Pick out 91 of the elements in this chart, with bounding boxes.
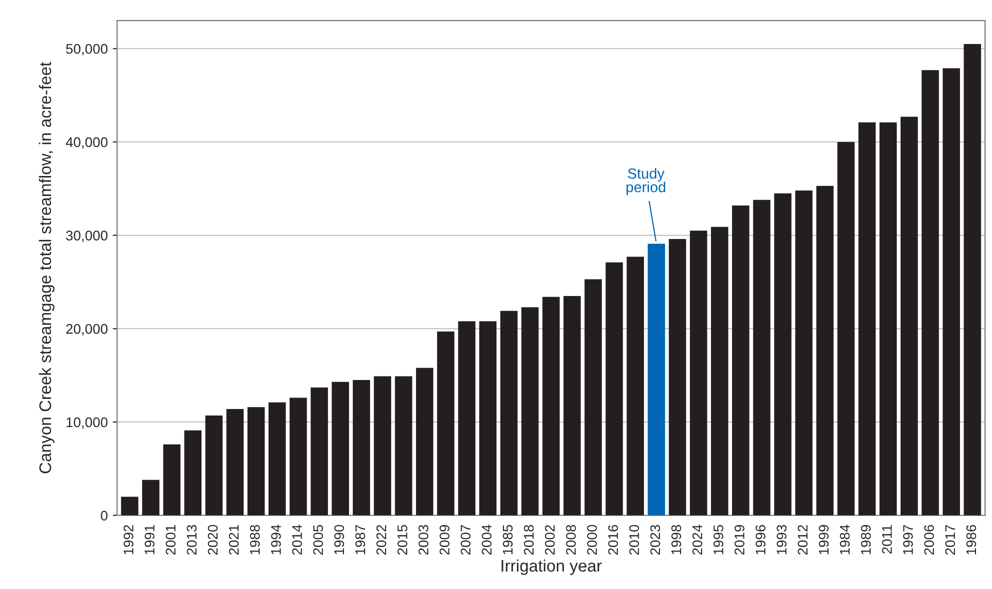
bar <box>458 321 476 516</box>
y-tick-label: 10,000 <box>66 417 108 429</box>
x-tick-label: 2008 <box>566 525 576 555</box>
bar <box>753 200 770 516</box>
bar <box>416 368 434 516</box>
bar <box>858 122 876 516</box>
bar <box>142 480 160 516</box>
bar <box>900 116 918 516</box>
bar <box>732 205 750 516</box>
bar <box>290 398 307 516</box>
x-tick-label: 2007 <box>460 525 471 555</box>
x-tick-label: 1988 <box>250 525 260 554</box>
y-tick-label: 0 <box>100 510 108 521</box>
x-tick-label: 1984 <box>840 524 850 554</box>
x-tick-label: 2021 <box>228 525 239 555</box>
bar <box>690 230 708 516</box>
x-tick-label: 1995 <box>713 524 724 554</box>
x-tick-label: 1999 <box>818 525 829 554</box>
x-tick-label: 2018 <box>524 525 534 555</box>
bar <box>310 387 328 516</box>
x-tick-label: 2010 <box>629 524 640 555</box>
bar <box>606 262 623 516</box>
x-tick-label: 2004 <box>482 524 492 555</box>
bar <box>268 402 286 516</box>
bar <box>922 70 939 516</box>
x-tick-label: 2019 <box>734 525 744 555</box>
bar <box>816 186 834 516</box>
y-tick-label: 30,000 <box>66 230 108 242</box>
x-tick-label: 1996 <box>756 525 766 554</box>
bar <box>837 142 855 516</box>
x-tick-label: 2014 <box>292 524 302 555</box>
x-tick-label: 2012 <box>798 525 808 555</box>
bar <box>332 382 350 516</box>
x-tick-label: 1992 <box>124 525 134 554</box>
bar <box>121 496 138 516</box>
bar <box>942 68 960 516</box>
x-tick-label: 2003 <box>418 525 428 555</box>
bar <box>479 321 496 516</box>
bar <box>710 226 728 516</box>
bar <box>563 296 581 516</box>
x-tick-label: 1985 <box>502 524 513 554</box>
bar <box>542 296 560 516</box>
x-tick-label: 1997 <box>903 525 913 554</box>
x-axis-title: Irrigation year <box>502 559 602 575</box>
bar <box>163 444 180 516</box>
bar <box>964 44 982 516</box>
x-tick-label: 1986 <box>966 525 976 554</box>
x-tick-label: 2024 <box>692 524 702 555</box>
x-tick-label: 2005 <box>313 524 324 555</box>
x-tick-label: 1998 <box>671 525 682 554</box>
x-tick-label: 2011 <box>882 525 892 554</box>
x-tick-label: 1989 <box>860 525 871 554</box>
bar <box>668 239 686 516</box>
y-tick-label: 50,000 <box>66 44 108 56</box>
bar <box>774 193 792 516</box>
bar <box>500 310 518 516</box>
y-tick-label: 20,000 <box>66 324 108 336</box>
x-tick-label: 2001 <box>166 525 176 555</box>
x-tick-label: 2002 <box>544 525 555 555</box>
x-tick-label: 1993 <box>776 525 787 554</box>
bar <box>374 376 392 516</box>
x-tick-label: 2023 <box>650 525 660 555</box>
x-tick-label: 1994 <box>271 524 281 554</box>
bar <box>184 430 202 516</box>
bar <box>795 190 813 516</box>
bar <box>648 244 666 516</box>
bar <box>521 307 539 516</box>
x-tick-label: 1987 <box>355 525 366 554</box>
x-tick-label: 2017 <box>945 525 956 555</box>
x-tick-label: 2020 <box>208 524 218 555</box>
x-tick-label: 2015 <box>397 524 408 555</box>
bar <box>352 380 370 516</box>
bar <box>626 256 644 516</box>
bar <box>880 122 897 516</box>
y-tick-label: 40,000 <box>66 137 108 149</box>
x-tick-label: 2006 <box>924 525 934 555</box>
bar <box>226 408 244 516</box>
bar <box>205 415 223 516</box>
x-tick-label: 1991 <box>144 525 154 554</box>
x-tick-label: 2000 <box>587 524 597 555</box>
x-tick-label: 2016 <box>608 525 618 555</box>
bar <box>394 376 412 516</box>
x-tick-label: 2013 <box>186 525 197 555</box>
bar <box>247 407 265 516</box>
x-tick-label: 2022 <box>376 525 386 555</box>
bar <box>437 331 454 516</box>
bar <box>584 279 602 516</box>
annotation: Study period <box>626 168 666 196</box>
x-tick-label: 1990 <box>334 524 344 554</box>
x-tick-label: 2009 <box>440 525 450 555</box>
y-axis-title: Canyon Creek streamgage total streamflow, in acre-feet <box>38 62 54 474</box>
